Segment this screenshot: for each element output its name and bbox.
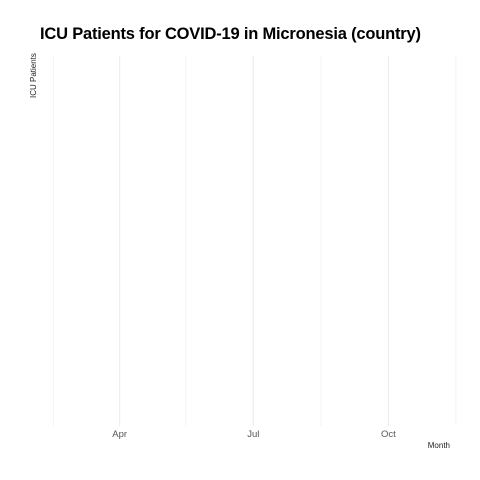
x-tick-label: Apr [112,429,127,440]
x-tick-label: Oct [381,429,396,440]
grid-lines [53,56,457,426]
x-tick-label: Jul [247,429,259,440]
x-axis-title: Month [428,441,450,450]
x-tick-labels: Apr Jul Oct [112,429,396,440]
y-axis-title: ICU Patients [29,53,38,98]
chart-title: ICU Patients for COVID-19 in Micronesia … [40,25,421,43]
